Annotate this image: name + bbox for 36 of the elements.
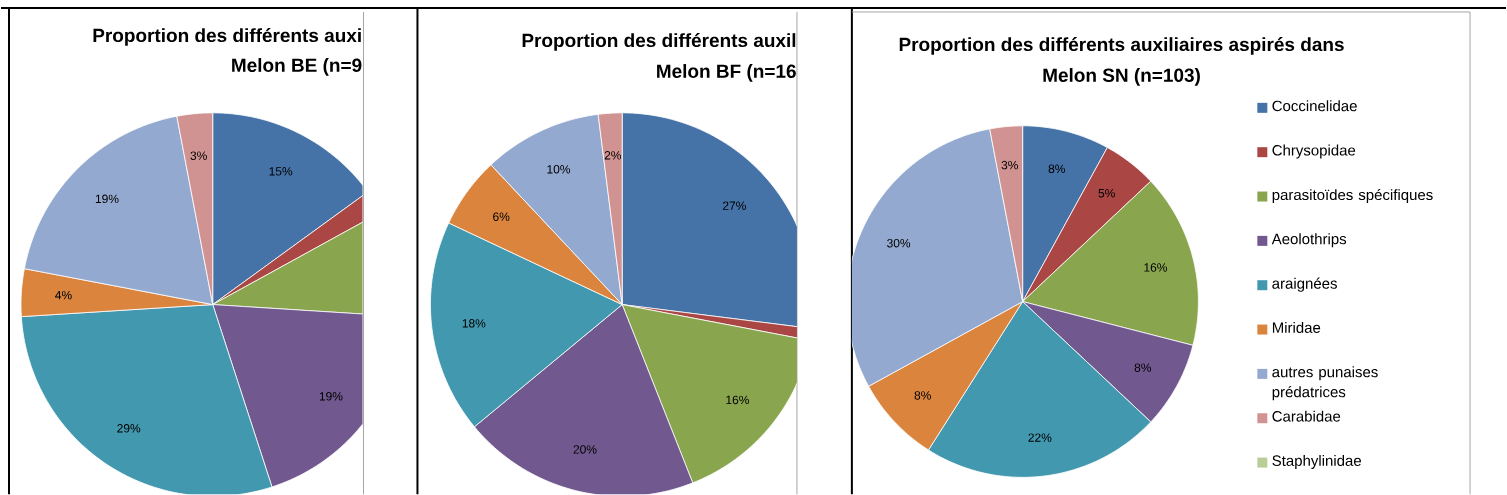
data-label: 27%: [722, 201, 746, 210]
data-label: 16%: [1144, 263, 1168, 272]
data-label: 6%: [493, 212, 510, 221]
legend-label: parasitoïdes spécifiques: [1272, 188, 1433, 203]
data-label: 18%: [462, 318, 486, 328]
legend-label: Miridae: [1272, 321, 1321, 333]
data-label: 30%: [887, 238, 911, 248]
data-label: 8%: [914, 391, 931, 400]
legend-label: Chrysopidae: [1272, 144, 1356, 159]
data-label: 19%: [95, 194, 119, 203]
chart-title: Proportion des différents auxiliaires aspirés dans: [899, 36, 1344, 55]
chart-subtitle: Melon BE (n=9: [232, 57, 362, 76]
legend-label: araignées: [1272, 277, 1337, 292]
data-label: 2%: [604, 150, 622, 160]
legend-label: Coccinelidae: [1272, 100, 1357, 112]
data-label: 3%: [1001, 160, 1018, 170]
data-label: 22%: [1028, 433, 1052, 442]
data-label: 8%: [1134, 363, 1152, 372]
data-label: 20%: [573, 445, 597, 454]
data-label: 29%: [117, 423, 141, 433]
data-label: 10%: [547, 164, 571, 174]
legend-label: Aeolothrips: [1271, 233, 1347, 248]
data-label: 16%: [726, 395, 749, 405]
data-label: 5%: [1098, 188, 1115, 198]
chart-subtitle: Melon SN (n=103): [1043, 67, 1200, 86]
chart-title: Proportion des différents auxi: [93, 27, 361, 46]
chart-title: Proportion des différents auxil: [522, 32, 796, 51]
legend-label: Carabidae: [1272, 410, 1341, 422]
legend-label: Staphylinidae: [1272, 454, 1361, 469]
data-label: 19%: [319, 391, 343, 401]
data-label: 4%: [55, 290, 72, 300]
data-label: 3%: [190, 151, 207, 160]
legend-label: autres punaises prédatrices: [1272, 366, 1378, 401]
data-label: 15%: [269, 166, 293, 176]
data-label: 8%: [1048, 164, 1065, 173]
chart-subtitle: Melon BF (n=16: [657, 63, 796, 82]
